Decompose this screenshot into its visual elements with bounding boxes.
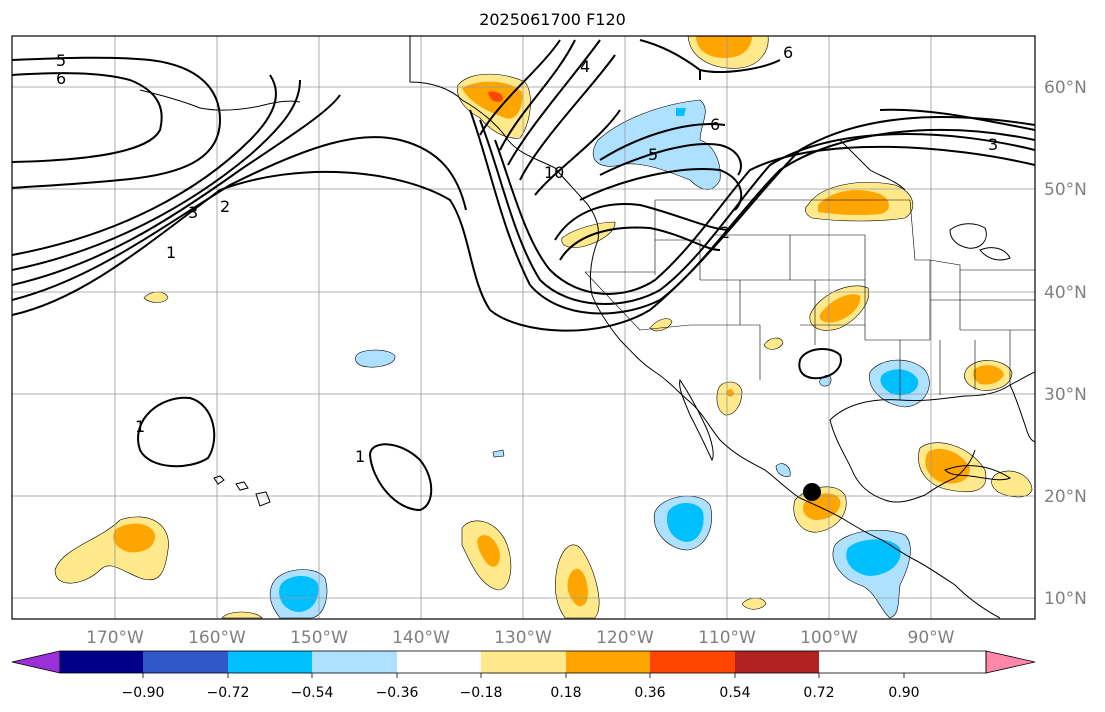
lon-label: 150°W bbox=[290, 628, 348, 648]
colorbar-cell bbox=[481, 651, 566, 673]
colorbar-tick-label: 0.36 bbox=[634, 685, 665, 701]
lat-label: 10°N bbox=[1044, 589, 1087, 609]
lat-label: 20°N bbox=[1044, 487, 1087, 507]
graticule bbox=[12, 36, 1035, 619]
colorbar-tick-label: −0.90 bbox=[122, 685, 165, 701]
colorbar-cell bbox=[143, 651, 228, 673]
lat-label: 60°N bbox=[1044, 78, 1087, 98]
state-borders bbox=[584, 199, 1035, 400]
colorbar-tick-label: −0.54 bbox=[291, 685, 334, 701]
colorbar-extend-high bbox=[985, 650, 1036, 674]
contour-label: 2 bbox=[720, 223, 730, 242]
lon-label: 170°W bbox=[86, 628, 144, 648]
colorbar-cell bbox=[397, 651, 481, 673]
anomaly-shading bbox=[54, 36, 1033, 619]
height-contours bbox=[12, 39, 1035, 512]
contour-label: 3 bbox=[188, 203, 198, 222]
lon-label: 140°W bbox=[392, 628, 450, 648]
contour-label: 1 bbox=[166, 243, 176, 262]
colorbar-cell bbox=[312, 651, 397, 673]
latitude-labels: 60°N 50°N 40°N 30°N 20°N 10°N bbox=[1044, 78, 1087, 609]
lon-label: 100°W bbox=[800, 628, 858, 648]
colorbar-tick-label: 0.18 bbox=[550, 685, 581, 701]
lat-label: 40°N bbox=[1044, 283, 1087, 303]
contour-label: 6 bbox=[710, 115, 720, 134]
colorbar-tick-label: 0.54 bbox=[719, 685, 750, 701]
map-title: 2025061700 F120 bbox=[479, 10, 626, 29]
contour-label: 3 bbox=[988, 135, 998, 154]
colorbar-tick-label: 0.72 bbox=[803, 685, 834, 701]
colorbar: −0.90 −0.72 −0.54 −0.36 −0.18 0.18 0.36 … bbox=[11, 650, 1036, 701]
positive-anomaly-pacific-west bbox=[54, 516, 169, 584]
longitude-labels: 170°W 160°W 150°W 140°W 130°W 120°W 110°… bbox=[86, 628, 955, 648]
lat-label: 30°N bbox=[1044, 385, 1087, 405]
contour-labels: 5 6 3 2 1 1 1 4 6 5 6 3 2 10 bbox=[56, 43, 998, 466]
lon-label: 160°W bbox=[188, 628, 246, 648]
colorbar-cell bbox=[228, 651, 312, 673]
map-frame bbox=[11, 35, 1036, 620]
contour-label: 1 bbox=[135, 417, 145, 436]
colorbar-cell bbox=[735, 651, 819, 673]
colorbar-tick-label: −0.36 bbox=[376, 685, 419, 701]
contour-label: 5 bbox=[56, 51, 66, 70]
colorbar-cell bbox=[60, 651, 143, 673]
contour-label: 4 bbox=[580, 57, 590, 76]
contour-label: 6 bbox=[56, 69, 66, 88]
colorbar-cell bbox=[650, 651, 735, 673]
contour-label: 2 bbox=[220, 197, 230, 216]
contour-label: 1 bbox=[355, 447, 365, 466]
colorbar-extend-low bbox=[11, 650, 61, 674]
colorbar-cell bbox=[566, 651, 650, 673]
lon-label: 90°W bbox=[908, 628, 955, 648]
colorbar-tick-label: 0.90 bbox=[888, 685, 919, 701]
lon-label: 110°W bbox=[698, 628, 756, 648]
contour-label: 6 bbox=[783, 43, 793, 62]
lat-label: 50°N bbox=[1044, 180, 1087, 200]
lon-label: 130°W bbox=[494, 628, 552, 648]
coastlines bbox=[139, 36, 1035, 619]
contour-label: 5 bbox=[648, 145, 658, 164]
lon-label: 120°W bbox=[596, 628, 654, 648]
contour-label: 10 bbox=[544, 163, 564, 182]
colorbar-tick-label: −0.72 bbox=[207, 685, 250, 701]
colorbar-tick-label: −0.18 bbox=[460, 685, 503, 701]
location-marker bbox=[803, 483, 821, 501]
